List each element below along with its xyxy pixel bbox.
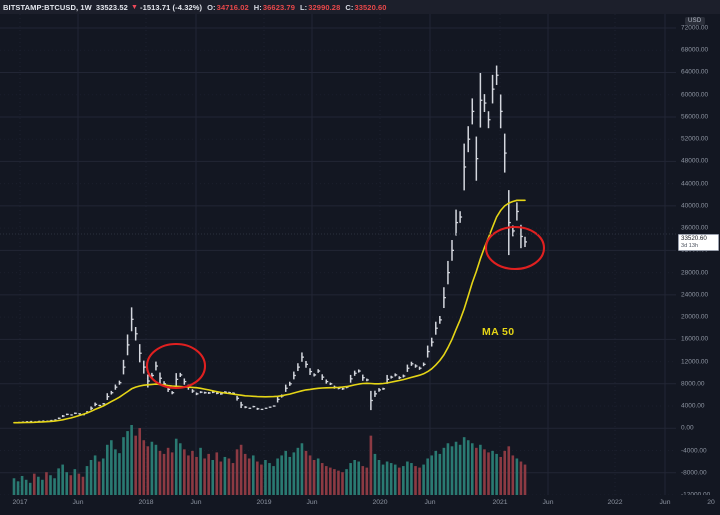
currency-badge: USD: [685, 17, 705, 25]
ma50-label: MA 50: [482, 326, 515, 338]
price-axis-tick: 24000.00: [681, 291, 709, 299]
current-price-flag: 33520.60 3d 13h: [678, 233, 719, 252]
time-axis-tick: 2017: [12, 499, 28, 506]
price-axis-tick: 72000.00: [681, 24, 709, 32]
price-axis-tick: 52000.00: [681, 135, 709, 143]
close-value: 33520.60: [354, 2, 387, 12]
high-value: 36623.79: [262, 2, 295, 12]
price-axis-tick: -8000.00: [681, 469, 707, 477]
price-axis-tick: 60000.00: [681, 91, 709, 99]
price-axis-tick: 44000.00: [681, 180, 709, 188]
price-axis-tick: 20000.00: [681, 313, 709, 321]
close-label: C:: [345, 2, 354, 12]
time-axis-tick: 20: [707, 499, 715, 506]
price-axis-tick: 12000.00: [681, 358, 709, 366]
high-label: H:: [253, 2, 262, 12]
chart-plot-area[interactable]: MA 50: [0, 14, 720, 515]
volume-bars: [12, 425, 527, 495]
price-axis-tick: 68000.00: [681, 46, 709, 54]
low-value: 32990.28: [308, 2, 341, 12]
time-axis-tick: Jun: [659, 499, 671, 506]
price-axis-tick: 64000.00: [681, 68, 709, 76]
chart-background: [0, 14, 720, 515]
price-axis-tick: 16000.00: [681, 335, 709, 343]
current-price-flag-countdown: 3d 13h: [681, 242, 699, 249]
price-axis-tick: 40000.00: [681, 202, 709, 210]
price-change-value: -1513.71 (-4.32%): [139, 2, 203, 12]
ma50-line: [13, 199, 526, 424]
time-axis-tick: 2019: [256, 499, 272, 506]
price-axis-tick: 48000.00: [681, 157, 709, 165]
price-axis-tick: 56000.00: [681, 113, 709, 121]
time-axis-tick: Jun: [424, 499, 436, 506]
time-axis-tick: 2021: [492, 499, 508, 506]
time-axis[interactable]: 2017 Jun 2018 Jun 2019 Jun 2020 Jun 2021 Jun 2022 J…: [0, 495, 720, 515]
vertical-gridlines: [19, 14, 666, 495]
current-price-flag-value: 33520.60: [681, 234, 707, 242]
symbol-label[interactable]: BITSTAMP:BTCUSD, 1W: [3, 2, 92, 12]
annotation-ellipse-2021[interactable]: [484, 225, 546, 271]
down-arrow-icon: ▼: [130, 3, 138, 11]
time-axis-tick: Jun: [542, 499, 554, 506]
time-axis-tick: 2018: [138, 499, 154, 506]
price-axis-tick: 28000.00: [681, 269, 709, 277]
time-axis-tick: 2020: [372, 499, 388, 506]
price-axis-tick: 8000.00: [681, 380, 705, 388]
time-axis-tick: Jun: [72, 499, 84, 506]
price-axis-tick: 36000.00: [681, 224, 709, 232]
low-label: L:: [299, 2, 308, 12]
chart-legend-bar[interactable]: BITSTAMP:BTCUSD, 1W 33523.52 ▼ -1513.71 …: [0, 0, 720, 14]
open-label: O:: [207, 2, 216, 12]
price-axis[interactable]: USD 72000.00 68000.00 64000.00 60000.00 5600…: [676, 14, 720, 501]
open-value: 34716.02: [216, 2, 249, 12]
price-axis-tick: 0.00: [681, 424, 694, 432]
time-axis-tick: 2022: [607, 499, 623, 506]
chart-canvas: [0, 14, 720, 515]
annotation-ellipse-2018[interactable]: [145, 342, 207, 390]
time-axis-tick: Jun: [306, 499, 318, 506]
time-axis-tick: Jun: [190, 499, 202, 506]
price-axis-tick: -4000.00: [681, 447, 707, 455]
last-price-value: 33523.52: [95, 2, 128, 12]
price-axis-tick: 4000.00: [681, 402, 705, 410]
